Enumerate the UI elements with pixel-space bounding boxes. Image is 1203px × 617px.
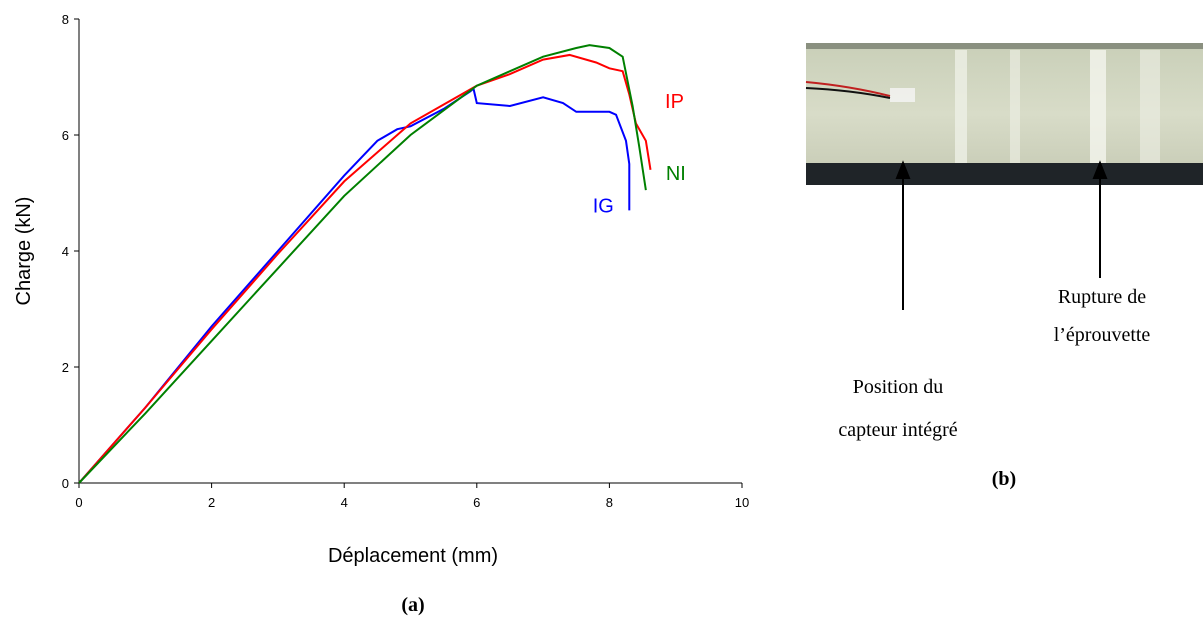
- y-tick-label: 2: [62, 360, 69, 375]
- annotation: Position du: [853, 376, 944, 398]
- y-tick-label: 0: [62, 476, 69, 491]
- annotation: capteur intégré: [838, 419, 957, 441]
- x-tick-label: 10: [735, 495, 749, 510]
- series-line: [78, 44, 647, 484]
- series-line: [78, 86, 631, 484]
- y-tick-label: 4: [62, 244, 69, 259]
- arrows: [895, 160, 1108, 310]
- x-tick-label: 8: [606, 495, 613, 510]
- y-tick-label: 8: [62, 12, 69, 27]
- x-tick-label: 4: [341, 495, 348, 510]
- caption: (b): [992, 468, 1016, 490]
- series-line: [78, 53, 652, 484]
- photo: [805, 43, 1203, 185]
- x-tick-label: 6: [473, 495, 480, 510]
- annotation: l’éprouvette: [1054, 324, 1151, 346]
- y-axis-title: Charge (kN): [13, 197, 35, 306]
- annotation: Rupture de: [1058, 286, 1146, 308]
- series-label: NI: [666, 163, 686, 185]
- x-tick-label: 2: [208, 495, 215, 510]
- series-label: IP: [665, 91, 684, 113]
- series-label: IG: [593, 195, 614, 217]
- x-axis-title: Déplacement (mm): [328, 545, 498, 567]
- y-tick-label: 6: [62, 128, 69, 143]
- caption: (a): [401, 594, 424, 616]
- x-tick-label: 0: [75, 495, 82, 510]
